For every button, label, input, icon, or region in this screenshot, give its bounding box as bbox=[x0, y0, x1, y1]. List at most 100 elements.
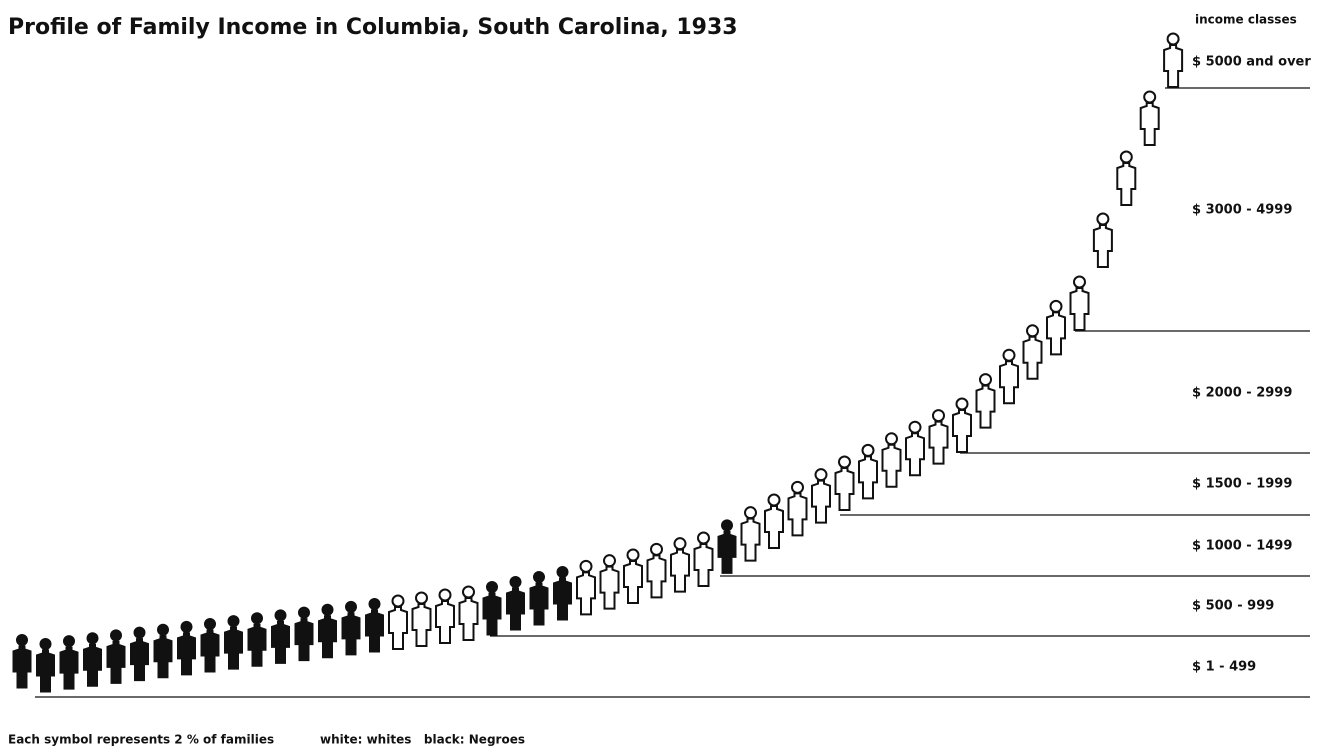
figure bbox=[670, 537, 690, 593]
figure bbox=[717, 519, 737, 574]
figure bbox=[553, 566, 572, 621]
figure-body bbox=[646, 554, 667, 599]
figure bbox=[529, 571, 549, 626]
figure-body bbox=[12, 645, 32, 689]
figure-head bbox=[509, 576, 522, 588]
figure-head bbox=[1096, 212, 1110, 226]
figure bbox=[646, 542, 667, 599]
figure-body bbox=[999, 360, 1019, 405]
figure-head bbox=[180, 620, 193, 633]
figure-head bbox=[697, 531, 710, 545]
figure-body bbox=[952, 409, 972, 453]
figure-body bbox=[764, 505, 784, 549]
figure bbox=[341, 600, 361, 656]
figure-head bbox=[1143, 90, 1157, 104]
figure bbox=[623, 548, 643, 604]
figure-body bbox=[928, 420, 949, 465]
figure bbox=[740, 506, 761, 562]
figure bbox=[294, 606, 314, 662]
figure-head bbox=[438, 588, 452, 602]
figure-body bbox=[1116, 162, 1137, 206]
band-label: $ 5000 and over bbox=[1192, 55, 1311, 70]
figure bbox=[1163, 32, 1184, 88]
figure-body bbox=[365, 609, 384, 653]
figure-head bbox=[626, 548, 640, 562]
figure-body bbox=[787, 492, 808, 537]
figure bbox=[928, 409, 949, 465]
figure-head bbox=[673, 537, 687, 551]
figure-head bbox=[1026, 324, 1039, 338]
figure-head bbox=[979, 373, 992, 387]
figure bbox=[83, 632, 102, 687]
bands-title: income classes bbox=[1195, 13, 1297, 27]
figure-head bbox=[838, 455, 851, 469]
figure-head bbox=[556, 566, 569, 578]
figure bbox=[787, 480, 808, 537]
figure-body bbox=[153, 635, 173, 679]
figure bbox=[36, 638, 55, 693]
figure-body bbox=[341, 612, 361, 656]
figure bbox=[482, 581, 502, 636]
figure bbox=[975, 373, 996, 429]
figure-body bbox=[529, 582, 549, 626]
figure-body bbox=[224, 626, 243, 670]
figure bbox=[693, 531, 714, 587]
figure-head bbox=[579, 559, 593, 573]
figure-body bbox=[553, 577, 572, 621]
figure bbox=[999, 348, 1019, 405]
figure bbox=[1116, 150, 1137, 206]
figure-head bbox=[908, 420, 922, 434]
band-label: $ 1500 - 1999 bbox=[1192, 477, 1292, 492]
figure-head bbox=[227, 615, 240, 628]
figure-head bbox=[298, 606, 310, 619]
figure-head bbox=[533, 571, 545, 583]
figure-head bbox=[1002, 348, 1016, 362]
figure-body bbox=[506, 587, 525, 631]
figure-body bbox=[177, 632, 196, 676]
figure-body bbox=[599, 565, 620, 610]
figure-body bbox=[811, 479, 831, 524]
figure-body bbox=[693, 543, 714, 587]
figure-head bbox=[368, 598, 381, 610]
figure bbox=[153, 623, 173, 679]
figure bbox=[834, 455, 855, 511]
figure-body bbox=[1092, 224, 1113, 268]
figure bbox=[576, 559, 596, 616]
band-label: $ 2000 - 2999 bbox=[1192, 386, 1292, 401]
chart-title: Profile of Family Income in Columbia, So… bbox=[8, 15, 738, 40]
band-label: $ 1000 - 1499 bbox=[1192, 539, 1292, 554]
figure-head bbox=[157, 623, 169, 636]
figure bbox=[952, 397, 972, 453]
figure bbox=[1139, 90, 1160, 146]
figure-body bbox=[106, 640, 126, 684]
figure-body bbox=[1163, 44, 1184, 88]
figure-head bbox=[1049, 299, 1063, 313]
band-label: $ 500 - 999 bbox=[1192, 599, 1274, 614]
figure bbox=[435, 588, 455, 644]
figure bbox=[1022, 324, 1043, 380]
figure-head bbox=[86, 632, 99, 645]
figure-body bbox=[200, 629, 220, 673]
figure bbox=[1069, 275, 1090, 331]
figure bbox=[365, 598, 384, 653]
figure-head bbox=[1119, 150, 1133, 164]
figure-body bbox=[975, 384, 996, 429]
figure-body bbox=[834, 467, 855, 511]
figure bbox=[411, 591, 432, 647]
figure-head bbox=[274, 609, 287, 622]
figure-body bbox=[458, 597, 479, 641]
figure-body bbox=[247, 623, 267, 667]
figure-head bbox=[932, 409, 945, 423]
figure-body bbox=[881, 443, 902, 488]
figure bbox=[59, 635, 79, 690]
figure bbox=[106, 629, 126, 684]
figure bbox=[200, 618, 220, 673]
figure-body bbox=[318, 615, 337, 659]
figure bbox=[130, 626, 149, 682]
figure-head bbox=[462, 585, 475, 599]
figure-head bbox=[110, 629, 122, 642]
figure bbox=[224, 615, 243, 670]
figure bbox=[858, 443, 878, 500]
legend: white: whites black: Negroes bbox=[320, 733, 525, 747]
